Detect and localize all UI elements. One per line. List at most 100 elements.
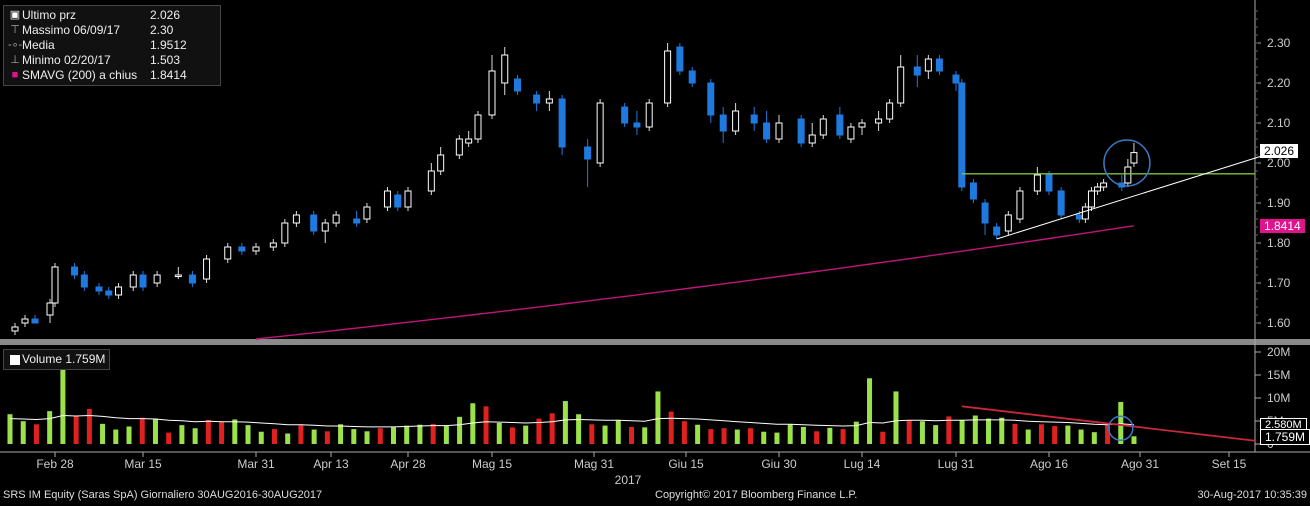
volume-legend[interactable]: Volume 1.759M <box>3 349 111 370</box>
volume-bar <box>311 429 317 444</box>
candle-body <box>474 114 482 140</box>
candle-body <box>993 226 1001 236</box>
x-tick-label: Mar 15 <box>124 457 162 471</box>
volume-bar <box>139 417 145 444</box>
volume-bar <box>324 431 330 444</box>
volume-bar <box>219 422 225 444</box>
candle-body <box>252 246 260 252</box>
volume-bar <box>470 403 476 444</box>
volume-bar <box>681 421 687 444</box>
volume-bar <box>285 433 291 444</box>
candle-body <box>1004 214 1012 232</box>
legend-value: 2.30 <box>150 23 174 37</box>
candle-body <box>224 246 232 260</box>
price-y-tick-label: 1.90 <box>1267 196 1291 210</box>
x-tick-label: Ago 31 <box>1120 457 1160 471</box>
volume-bar <box>113 429 119 444</box>
price-legend-row: ▣ Ultimo prz 2.026 <box>8 8 216 23</box>
volume-bar <box>695 424 701 444</box>
volume-bar <box>1025 429 1031 444</box>
volume-swatch-icon <box>10 354 20 365</box>
candle-body <box>238 246 246 252</box>
candle-body <box>455 138 463 156</box>
volume-bar <box>853 421 859 444</box>
candle-body <box>1130 152 1138 164</box>
candle-body <box>664 50 672 104</box>
volume-bar <box>774 432 780 444</box>
footer-security: SRS IM Equity (Saras SpA) Giornaliero 30… <box>3 489 323 501</box>
volume-bar <box>232 419 238 444</box>
price-legend[interactable]: ▣ Ultimo prz 2.026 ⊤ Massimo 06/09/17 2.30 -∘-… <box>3 5 221 86</box>
legend-label: Minimo 02/20/17 <box>22 53 111 67</box>
candle-body <box>763 122 771 140</box>
volume-bar <box>999 417 1005 444</box>
candle-body <box>394 194 402 208</box>
candle-body <box>958 82 966 188</box>
candle-body <box>750 114 758 124</box>
volume-bar <box>1065 425 1071 444</box>
candle-body <box>269 242 277 248</box>
volume-bar <box>298 425 304 444</box>
candle-body <box>281 222 289 244</box>
volume-y-tick-label: 15M <box>1267 368 1291 382</box>
x-tick-label: Set 15 <box>1211 457 1247 471</box>
support-trendline <box>996 154 1266 240</box>
x-tick-label: Giu 15 <box>668 457 704 471</box>
candle-body <box>1124 166 1132 184</box>
highlight-circle <box>1103 139 1151 187</box>
volume-y-tick-label: 10M <box>1267 391 1291 405</box>
candle-body <box>797 118 805 144</box>
volume-y-tick-label: 20M <box>1267 345 1291 359</box>
volume-bar <box>972 415 978 444</box>
volume-bar <box>126 426 132 444</box>
footer-copyright: Copyright© 2017 Bloomberg Finance L.P. <box>655 489 858 501</box>
price-legend-row: ■ SMAVG (200) a chius 1.8414 <box>8 68 216 83</box>
candle-body <box>51 266 59 304</box>
volume-bar <box>20 421 26 444</box>
candle-body <box>633 122 641 128</box>
candle-body <box>533 94 541 104</box>
volume-bar <box>549 413 555 444</box>
candle-body <box>174 274 182 277</box>
volume-bar <box>390 427 396 444</box>
candle-body <box>913 66 921 76</box>
candle-body <box>1094 186 1102 192</box>
volume-bar <box>615 420 621 444</box>
candle-body <box>808 134 816 144</box>
price-legend-row: ⊥ Minimo 02/20/17 1.503 <box>8 53 216 68</box>
volume-bar <box>959 419 965 444</box>
volume-bar <box>919 421 925 444</box>
candle-body <box>981 202 989 224</box>
candle-body <box>688 70 696 84</box>
legend-symbol-icon: ⊤ <box>10 24 20 36</box>
candle-body <box>1081 206 1089 220</box>
x-axis-year: 2017 <box>614 473 642 487</box>
volume-bar <box>1038 424 1044 444</box>
candle-body <box>404 190 412 208</box>
price-y-tick-label: 2.00 <box>1267 156 1291 170</box>
x-tick-label: Apr 13 <box>313 457 349 471</box>
volume-bar <box>7 414 13 444</box>
candle-body <box>707 82 715 116</box>
candle-body <box>621 106 629 124</box>
candle-body <box>836 114 844 136</box>
volume-bar <box>1105 425 1111 444</box>
volume-bar <box>1118 401 1124 444</box>
volume-bar <box>933 425 939 444</box>
candle-body <box>514 78 521 92</box>
candle-body <box>1045 174 1053 192</box>
legend-symbol-icon: ⊥ <box>10 54 20 66</box>
volume-bar <box>192 428 198 444</box>
legend-symbol-icon: ■ <box>11 69 19 81</box>
candle-body <box>886 102 894 120</box>
candle-body <box>584 146 592 160</box>
candle-body <box>645 102 653 128</box>
candle-body <box>21 318 29 324</box>
candle-body <box>310 214 318 232</box>
candle-body <box>924 58 932 72</box>
x-tick-label: Mag 15 <box>471 457 513 471</box>
volume-bar <box>721 428 727 444</box>
volume-bar <box>827 427 833 444</box>
candle-body <box>488 70 496 116</box>
